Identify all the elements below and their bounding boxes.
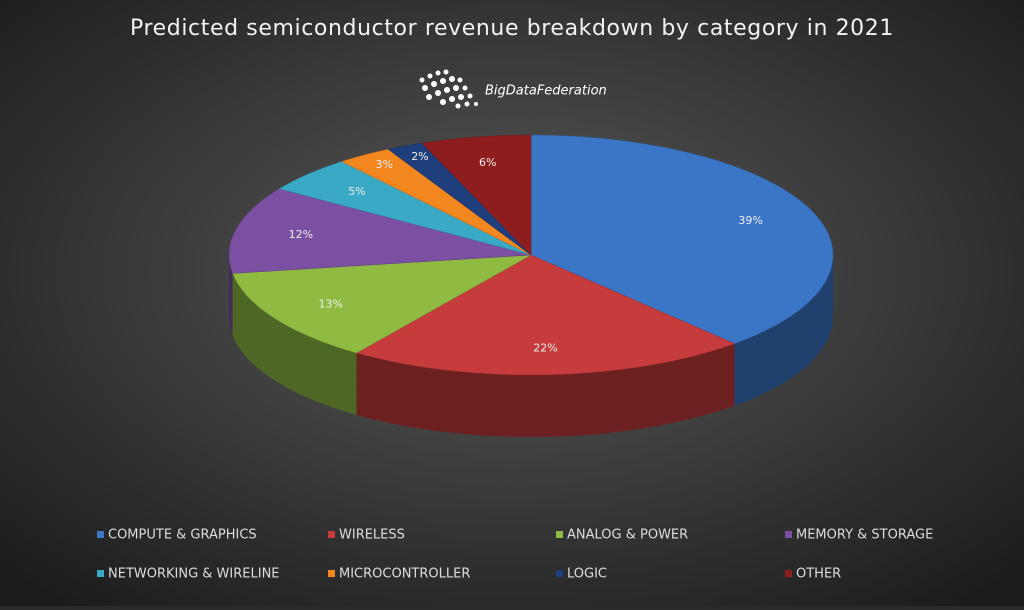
legend-label: WIRELESS	[339, 528, 405, 543]
legend-label: MICROCONTROLLER	[339, 567, 470, 582]
pie-slice	[228, 188, 532, 274]
pie-slice	[421, 134, 532, 256]
data-label: 22%	[533, 341, 557, 354]
chart-title: Predicted semiconductor revenue breakdow…	[130, 16, 894, 41]
legend-label: NETWORKING & WIRELINE	[108, 567, 280, 582]
data-label: 13%	[318, 297, 342, 310]
pie-slice	[530, 134, 834, 344]
legend-label: OTHER	[796, 567, 841, 582]
pie-slice	[355, 254, 736, 376]
data-label: 6%	[479, 156, 496, 169]
legend-swatch	[556, 531, 563, 538]
data-label: 12%	[289, 228, 313, 241]
legend-swatch	[97, 570, 104, 577]
pie-slice-side	[734, 255, 833, 406]
legend-swatch	[328, 570, 335, 577]
legend-swatch	[556, 570, 563, 577]
pie-slice-side	[229, 255, 233, 336]
legend-swatch	[97, 531, 104, 538]
legend-label: LOGIC	[567, 567, 607, 582]
pie-slice-side	[232, 273, 357, 415]
legend-swatch	[328, 531, 335, 538]
data-label: 5%	[348, 185, 365, 198]
data-label: 39%	[738, 214, 762, 227]
data-label: 3%	[375, 158, 392, 171]
legend-label: COMPUTE & GRAPHICS	[108, 528, 257, 543]
legend-label: ANALOG & POWER	[567, 528, 688, 543]
logo-icon	[419, 69, 478, 109]
logo-text: BigDataFederation	[485, 84, 607, 99]
pie-slice	[232, 254, 532, 354]
legend-swatch	[785, 570, 792, 577]
data-label: 2%	[411, 150, 428, 163]
legend-swatch	[785, 531, 792, 538]
legend-label: MEMORY & STORAGE	[796, 528, 933, 543]
